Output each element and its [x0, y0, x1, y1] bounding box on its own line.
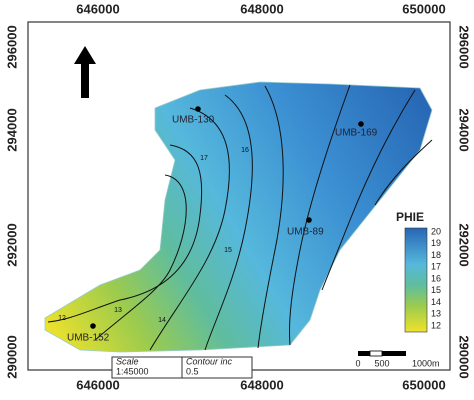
contour-label: 14 [158, 317, 166, 324]
legend-tick-label: 14 [431, 297, 441, 307]
legend-tick-label: 12 [431, 320, 441, 330]
scale-bar-label: 1000m [412, 358, 440, 368]
y-tick-label: 290000 [4, 335, 19, 378]
x-tick-label: 650000 [402, 377, 445, 392]
scale-value: 1:45000 [116, 366, 149, 376]
porosity-field [44, 81, 433, 353]
x-tick-label: 648000 [240, 1, 283, 16]
y-tick-label: 292000 [457, 223, 472, 266]
legend-tick-label: 19 [431, 238, 441, 248]
y-tick-label: 292000 [4, 223, 19, 266]
contour-label: 15 [224, 247, 232, 254]
y-tick-label: 296000 [4, 25, 19, 68]
scale-bar-label: 500 [374, 358, 389, 368]
x-tick-label: 648000 [240, 377, 283, 392]
scale-bar-label: 0 [355, 358, 360, 368]
scale-bar [358, 350, 406, 357]
well-label: UMB-169 [335, 128, 378, 139]
well-label: UMB-89 [287, 227, 324, 238]
legend-tick-label: 20 [431, 226, 441, 236]
contour-label: 17 [200, 155, 208, 162]
legend-tick-label: 13 [431, 309, 441, 319]
y-tick-label: 294000 [4, 108, 19, 151]
x-tick-label: 650000 [402, 1, 445, 16]
scale-label: Scale [116, 356, 139, 366]
x-tick-label: 646000 [76, 377, 119, 392]
well-label: UMB-130 [172, 115, 215, 126]
legend-tick-label: 16 [431, 273, 441, 283]
y-tick-label: 290000 [457, 335, 472, 378]
contours [47, 84, 433, 351]
contour-label: 16 [241, 147, 249, 154]
contour-value: 0.5 [186, 366, 199, 376]
well [195, 106, 201, 112]
legend-tick-label: 17 [431, 262, 441, 272]
well [358, 121, 364, 127]
legend-tick-label: 15 [431, 285, 441, 295]
contour-label: 13 [114, 307, 122, 314]
contour-label: 12 [58, 315, 66, 322]
legend-colorbar [404, 227, 428, 333]
y-tick-label: 296000 [457, 25, 472, 68]
contour-label: Contour inc [186, 356, 233, 366]
well-label: UMB-152 [67, 333, 110, 344]
legend-title: PHIE [396, 210, 424, 224]
north-arrow [74, 46, 96, 98]
well [90, 323, 96, 329]
legend-tick-label: 18 [431, 250, 441, 260]
y-tick-label: 294000 [457, 108, 472, 151]
x-tick-label: 646000 [76, 1, 119, 16]
well [306, 217, 312, 223]
